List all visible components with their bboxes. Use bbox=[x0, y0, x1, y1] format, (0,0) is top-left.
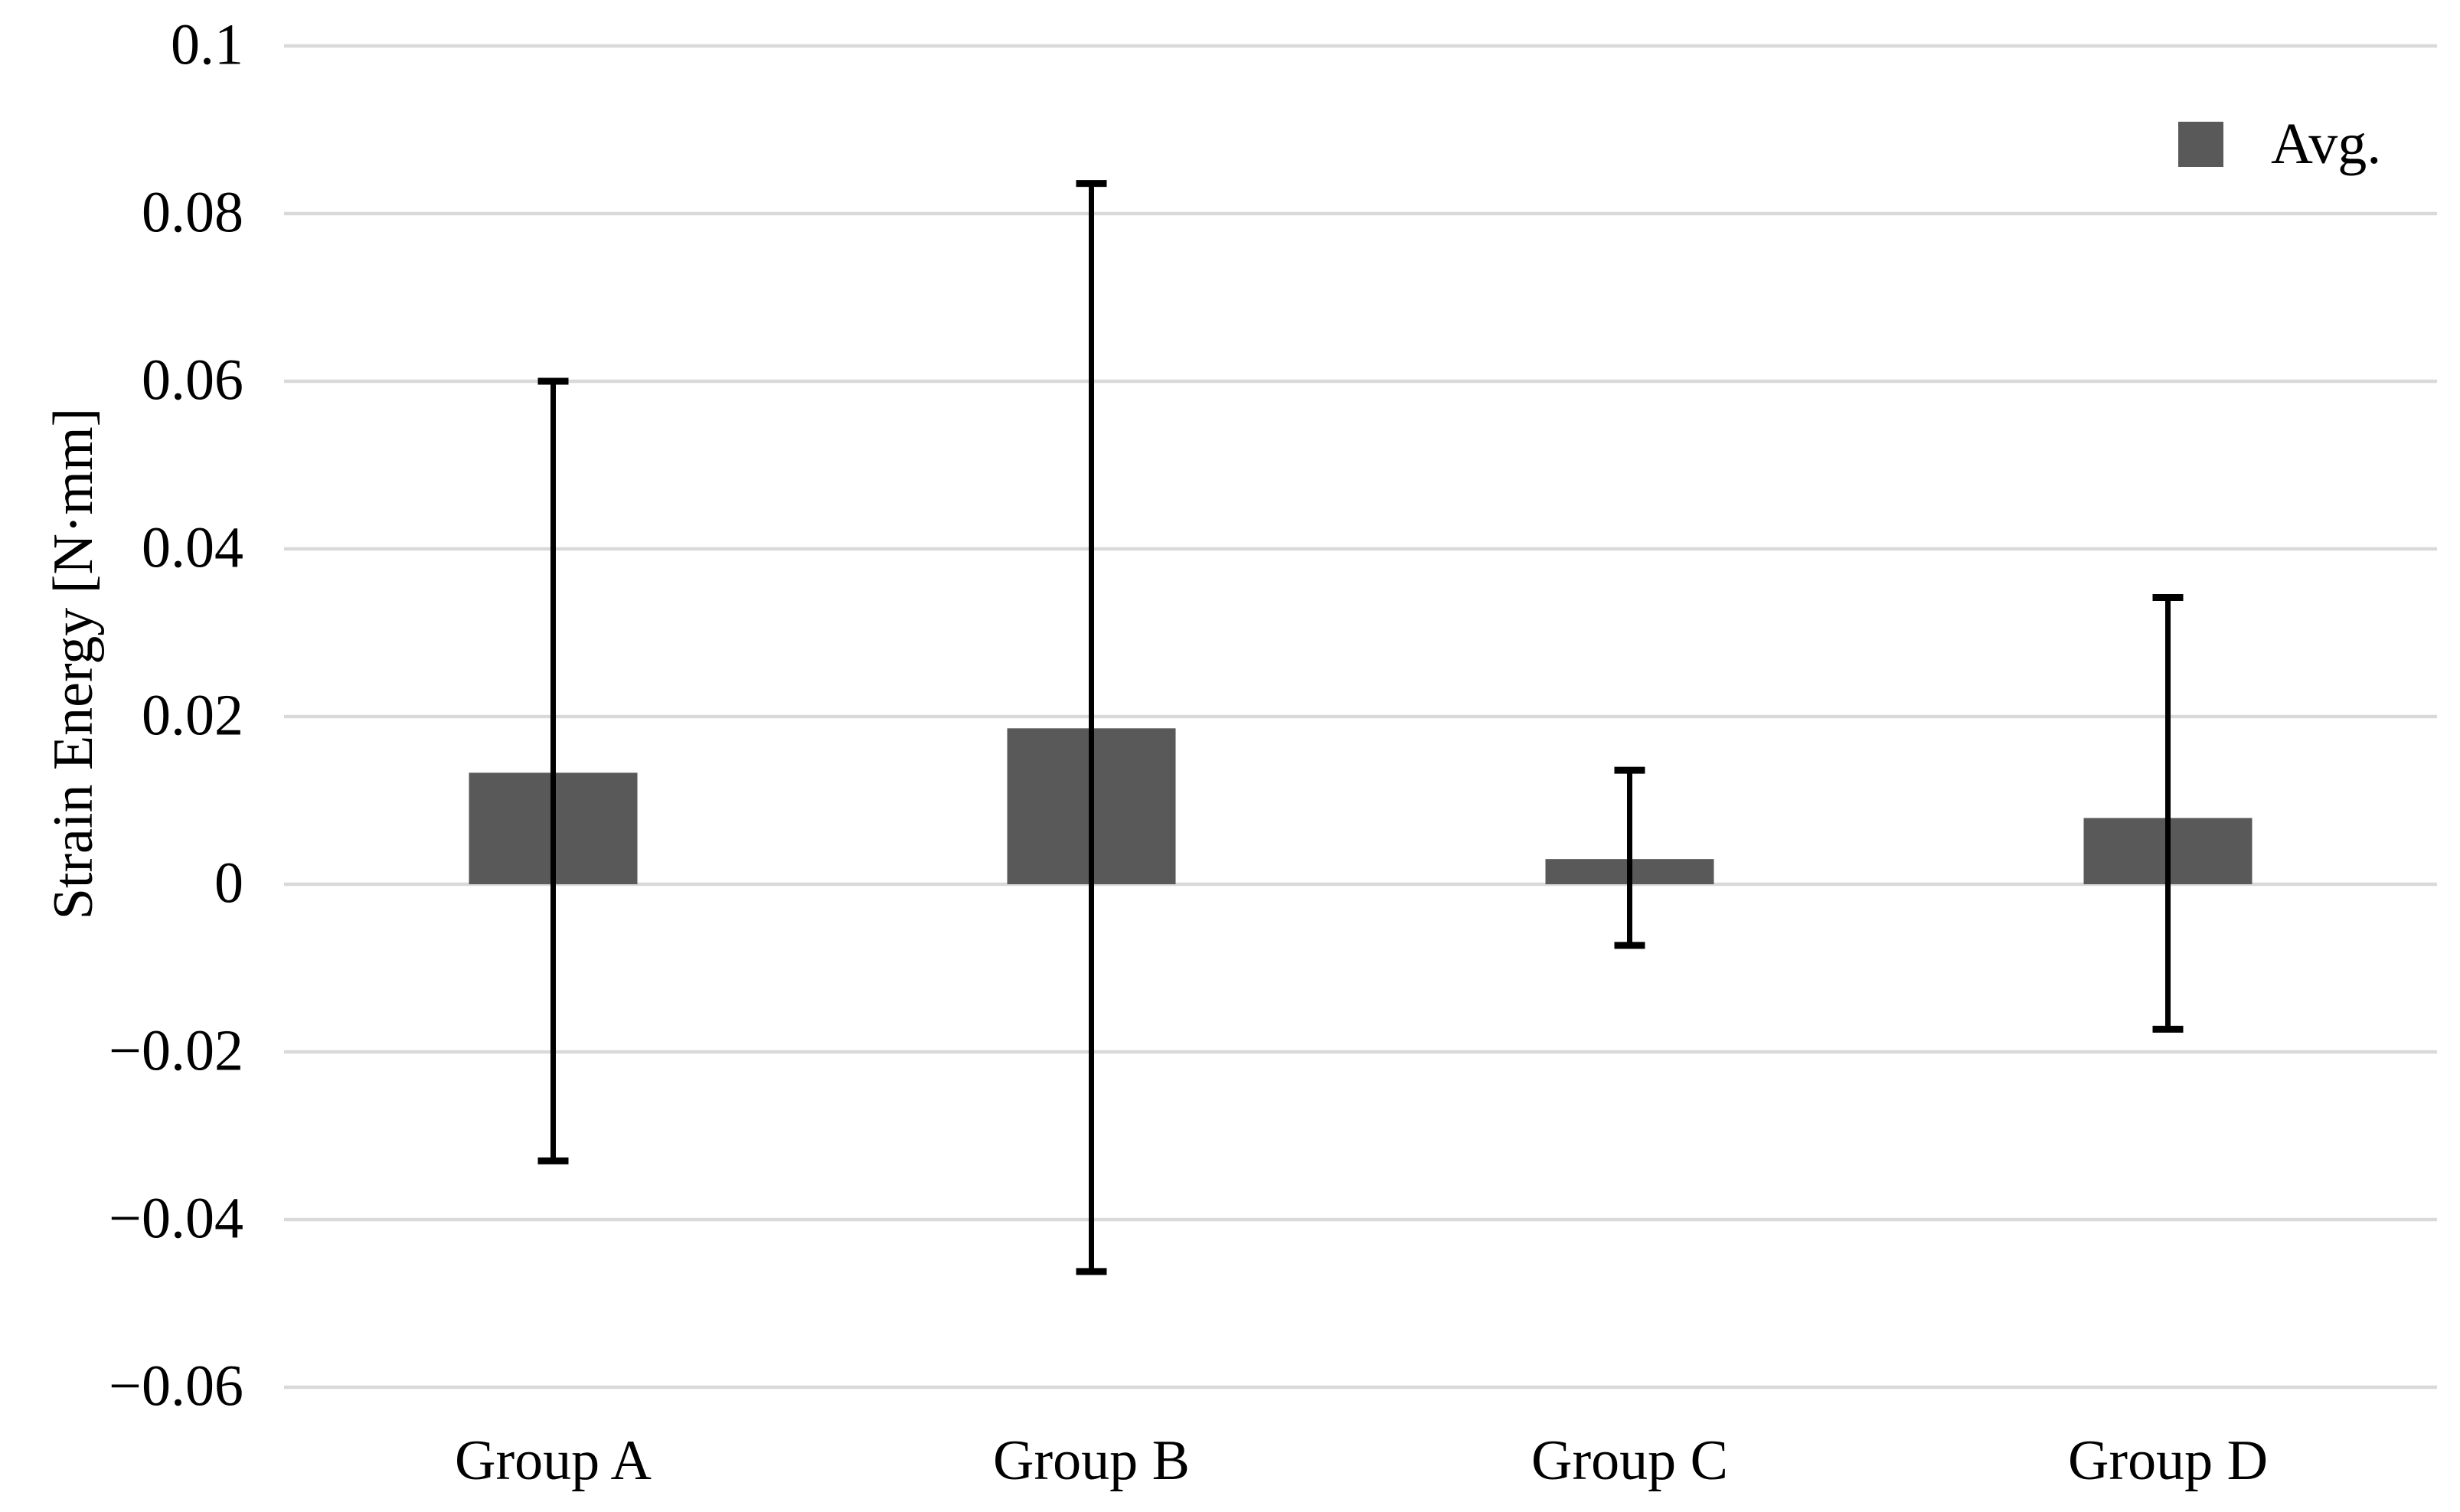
y-tick-label-−0.02: −0.02 bbox=[109, 1018, 243, 1083]
y-tick-label-0.02: 0.02 bbox=[142, 683, 243, 748]
y-tick-label-0.06: 0.06 bbox=[142, 348, 243, 413]
x-category-label-group-c: Group C bbox=[1531, 1429, 1728, 1492]
legend-label: Avg. bbox=[2271, 112, 2382, 176]
x-category-label-group-d: Group D bbox=[2067, 1429, 2269, 1492]
y-tick-label-0.08: 0.08 bbox=[142, 180, 243, 245]
y-tick-label-0.04: 0.04 bbox=[142, 515, 243, 580]
y-axis-title: Strain Energy [N·mm] bbox=[42, 407, 105, 920]
x-category-label-group-a: Group A bbox=[455, 1429, 652, 1492]
y-tick-label-−0.04: −0.04 bbox=[109, 1186, 243, 1251]
y-tick-label-−0.06: −0.06 bbox=[109, 1354, 243, 1419]
legend: Avg. bbox=[2178, 113, 2381, 175]
legend-swatch bbox=[2178, 121, 2223, 167]
y-tick-label-0.1: 0.1 bbox=[171, 12, 243, 77]
x-category-label-group-b: Group B bbox=[993, 1429, 1190, 1492]
y-tick-label-0: 0 bbox=[214, 851, 243, 916]
